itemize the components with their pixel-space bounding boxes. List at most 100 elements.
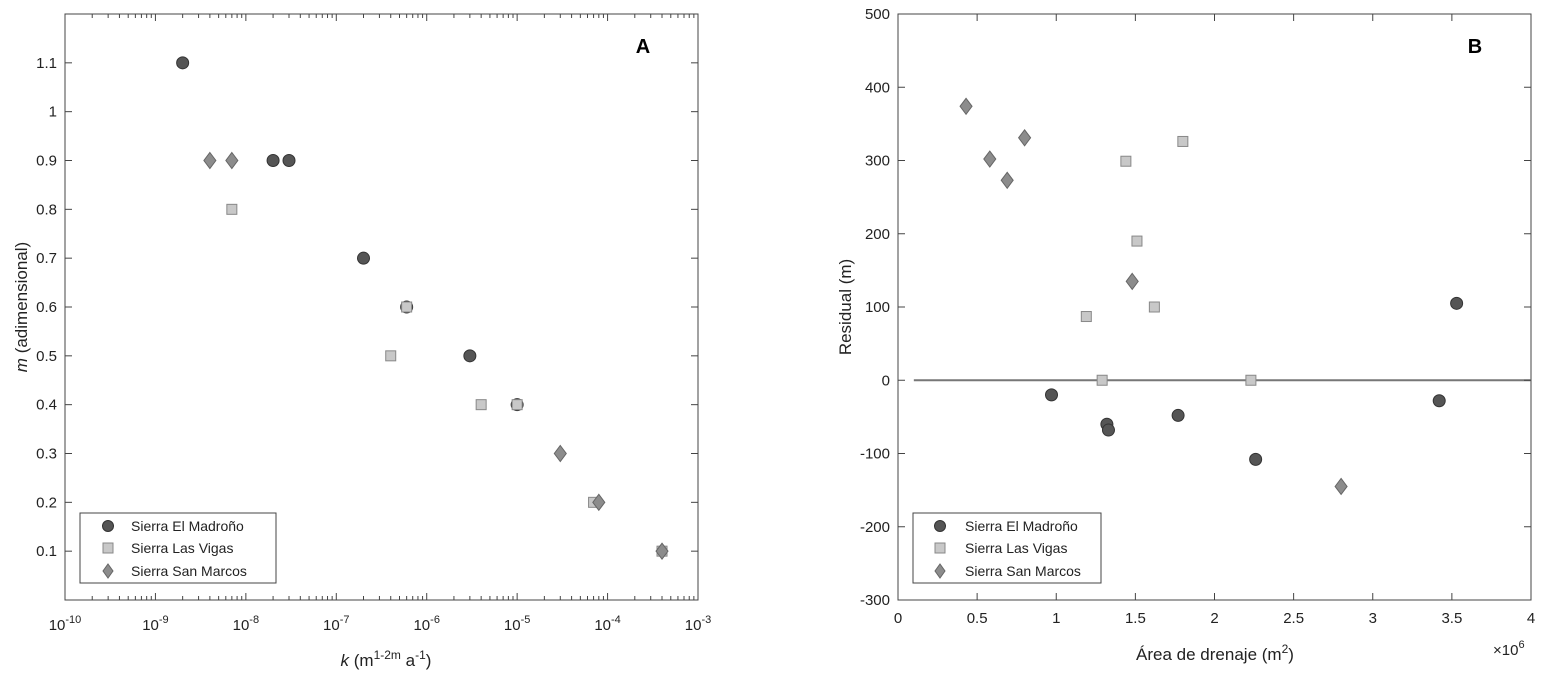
panel-b-legend-label-sanmarcos: Sierra San Marcos [965, 563, 1081, 579]
panel-b: 0 0.5 1 1.5 2 2.5 3 3.5 4 -300 -200 -100 0 100 200 300… [836, 6, 1535, 664]
panel-b-x-tick-label: 3 [1369, 610, 1377, 627]
panel-b-point-diamond [1125, 272, 1139, 291]
panel-b-x-tick-label: 2.5 [1283, 610, 1304, 627]
panel-b-point-square [1245, 374, 1257, 386]
panel-b-point-diamond [983, 150, 997, 168]
panel-b-point-diamond [1017, 128, 1032, 147]
panel-a-point-square [385, 350, 397, 362]
panel-a-legend-label-vigas: Sierra Las Vigas [131, 540, 233, 556]
panel-b-x-tick-label: 3.5 [1441, 610, 1462, 627]
panel-a-x-tick-label: 10-10 [49, 614, 82, 634]
panel-a-legend-label-sanmarcos: Sierra San Marcos [131, 563, 247, 579]
panel-a-y-tick-label: 0.7 [36, 250, 57, 267]
panel-a-point-diamond [553, 444, 567, 463]
panel-b-x-axis-title: Área de drenaje (m2) [1136, 642, 1294, 664]
panel-a-point-diamond [592, 493, 606, 512]
panel-b-point-square [1096, 374, 1108, 386]
panel-b-y-tick-label: 300 [865, 153, 890, 170]
panel-a-legend-marker-sanmarcos [102, 563, 114, 579]
panel-b-y-tick-label: -200 [860, 519, 890, 536]
panel-a-point-circle [463, 349, 477, 363]
panel-a-legend-marker-vigas [102, 542, 114, 554]
panel-a-point-circle [282, 154, 296, 167]
panel-a-plot-frame [64, 13, 699, 601]
panel-a-data-points [176, 56, 669, 561]
panel-b-point-diamond [1000, 171, 1014, 190]
panel-b-point-circle [1045, 388, 1059, 402]
panel-b-data-points [959, 97, 1464, 496]
panel-b-point-circle [1101, 423, 1115, 437]
panel-b-legend-marker-sanmarcos [934, 563, 946, 579]
panel-a-point-diamond [203, 151, 217, 170]
panel-b-point-square [1131, 235, 1143, 247]
panel-b-x-multiplier: ×106 [1493, 639, 1525, 659]
panel-a-letter: A [636, 36, 650, 58]
panel-a-point-diamond [225, 151, 239, 170]
panel-b-legend-marker-madrono [934, 520, 946, 532]
panel-b-legend-marker-vigas [934, 542, 946, 554]
panel-b-x-tick-label: 1.5 [1125, 610, 1146, 627]
panel-a-y-tick-label: 0.5 [36, 348, 57, 365]
panel-b-x-ticks: 0 0.5 1 1.5 2 2.5 3 3.5 4 [894, 14, 1535, 627]
panel-a-y-tick-label: 0.6 [36, 299, 57, 316]
panel-a-x-tick-label: 10-3 [685, 614, 711, 634]
panel-a-x-ticks: 10-10 10-9 10-8 10-7 10-6 10-5 10-4 10-3 [49, 14, 711, 634]
panel-a-y-tick-label: 0.8 [36, 201, 57, 218]
panel-a-point-square [475, 399, 487, 411]
panel-b-y-tick-label: 200 [865, 226, 890, 243]
panel-b-x-tick-label: 0.5 [967, 610, 988, 627]
panel-a-x-tick-label: 10-8 [233, 614, 259, 634]
panel-b-point-circle [1171, 408, 1185, 422]
panel-b-y-tick-label: 400 [865, 79, 890, 96]
panel-b-x-tick-label: 4 [1527, 610, 1535, 627]
panel-b-x-tick-label: 2 [1210, 610, 1218, 627]
panel-b-point-circle [1450, 296, 1464, 310]
panel-b-point-diamond [959, 97, 973, 116]
panel-a-x-axis-title: k (m1-2m a-1) [341, 648, 432, 670]
panel-b-point-square [1080, 311, 1092, 323]
panel-a-point-circle [357, 251, 371, 265]
panel-a-x-tick-label: 10-4 [594, 614, 620, 634]
panel-b-plot-frame [897, 13, 1532, 601]
panel-b-point-diamond [1334, 477, 1348, 496]
panel-a-point-circle [266, 154, 280, 167]
panel-b-legend-label-vigas: Sierra Las Vigas [965, 540, 1067, 556]
panel-a-x-tick-label: 10-5 [504, 614, 530, 634]
panel-a: 10-10 10-9 10-8 10-7 10-6 10-5 10-4 10-3 0.1 0.2… [12, 13, 711, 670]
panel-b-legend-label-madrono: Sierra El Madroño [965, 518, 1078, 534]
panel-b-point-square [1177, 135, 1189, 147]
panel-b-y-axis-title: Residual (m) [836, 259, 855, 355]
panel-b-y-tick-label: 100 [865, 299, 890, 316]
panel-a-y-tick-label: 1.1 [36, 55, 57, 72]
panel-a-point-square [511, 399, 523, 411]
panel-b-point-square [1120, 155, 1132, 167]
panel-b-y-tick-label: 500 [865, 6, 890, 23]
panel-b-point-circle [1432, 394, 1446, 408]
panel-b-y-tick-label: -300 [860, 592, 890, 609]
panel-a-x-tick-label: 10-9 [142, 614, 168, 634]
panel-a-legend-label-madrono: Sierra El Madroño [131, 518, 244, 534]
panel-a-x-tick-label: 10-6 [413, 614, 439, 634]
panel-a-y-tick-label: 0.4 [36, 397, 57, 414]
panel-a-y-tick-label: 0.1 [36, 543, 57, 560]
panel-a-y-ticks: 0.1 0.2 0.3 0.4 0.5 0.6 0.7 0.8 0.9 1 1.1 [36, 55, 698, 560]
panel-a-point-square [226, 203, 238, 215]
panel-b-y-tick-label: -100 [860, 446, 890, 463]
panel-b-letter: B [1468, 36, 1482, 58]
panel-a-y-tick-label: 0.2 [36, 494, 57, 511]
panel-b-x-tick-label: 0 [894, 610, 902, 627]
panel-b-y-ticks: -300 -200 -100 0 100 200 300 400 500 [860, 6, 1531, 609]
panel-a-legend: Sierra El Madroño Sierra Las Vigas Sierr… [79, 512, 277, 584]
panel-a-point-circle [176, 56, 190, 70]
panel-a-y-tick-label: 0.9 [36, 153, 57, 170]
panel-a-y-axis-title: m (adimensional) [12, 242, 31, 372]
panel-a-x-tick-label: 10-7 [323, 614, 349, 634]
panel-a-legend-marker-madrono [102, 520, 114, 532]
panel-a-point-square [401, 301, 413, 313]
panel-b-x-tick-label: 1 [1052, 610, 1060, 627]
panel-a-y-tick-label: 0.3 [36, 446, 57, 463]
panel-a-y-tick-label: 1 [49, 104, 57, 121]
panel-b-point-circle [1249, 452, 1263, 466]
panel-b-legend: Sierra El Madroño Sierra Las Vigas Sierr… [912, 512, 1102, 584]
